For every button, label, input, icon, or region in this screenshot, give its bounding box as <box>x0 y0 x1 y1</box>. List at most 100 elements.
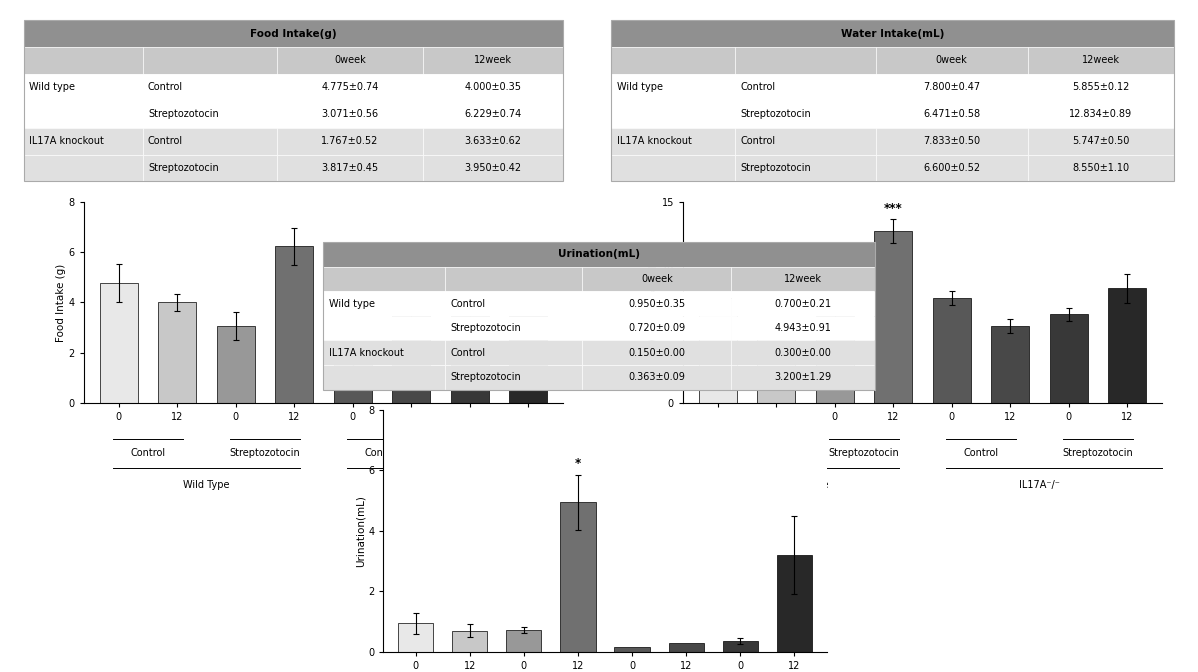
Bar <box>24 101 143 128</box>
Text: Food Intake(g): Food Intake(g) <box>250 29 337 38</box>
Bar <box>757 325 795 403</box>
Bar <box>615 647 649 652</box>
Bar <box>561 503 595 652</box>
Bar <box>731 291 875 316</box>
Bar <box>158 302 196 403</box>
Bar <box>876 74 1028 101</box>
Bar <box>876 128 1028 155</box>
Text: 8.550±1.10: 8.550±1.10 <box>1072 163 1130 173</box>
Text: 0.300±0.00: 0.300±0.00 <box>774 348 831 358</box>
Bar <box>816 317 854 403</box>
Bar <box>1028 128 1174 155</box>
Text: IL17A knockout: IL17A knockout <box>617 136 691 146</box>
Bar <box>731 316 875 341</box>
Bar <box>611 101 734 128</box>
Text: 5.855±0.12: 5.855±0.12 <box>1072 83 1130 92</box>
Bar <box>24 47 143 74</box>
Text: Streptozotocin: Streptozotocin <box>450 323 521 333</box>
Text: 3.200±1.29: 3.200±1.29 <box>774 372 831 382</box>
Bar <box>776 555 812 652</box>
Bar <box>444 316 582 341</box>
Bar <box>731 365 875 390</box>
Bar <box>423 101 563 128</box>
Text: Wild Type: Wild Type <box>782 480 829 490</box>
Text: 0.950±0.35: 0.950±0.35 <box>628 298 685 308</box>
Text: 6.471±0.58: 6.471±0.58 <box>924 110 980 119</box>
Text: *: * <box>575 457 581 470</box>
Text: 6.229±0.74: 6.229±0.74 <box>465 110 521 119</box>
Bar <box>734 101 876 128</box>
Bar <box>423 74 563 101</box>
Bar <box>876 101 1028 128</box>
Bar <box>1028 47 1174 74</box>
Bar <box>323 291 444 316</box>
Bar <box>933 298 970 403</box>
Bar <box>444 291 582 316</box>
Bar <box>217 326 255 403</box>
Bar <box>278 101 423 128</box>
Bar <box>507 630 541 652</box>
Text: Streptozotocin: Streptozotocin <box>450 372 521 382</box>
Bar <box>1028 155 1174 181</box>
Text: Streptozotocin: Streptozotocin <box>149 110 219 119</box>
Bar <box>734 155 876 181</box>
Bar <box>278 128 423 155</box>
Bar <box>444 365 582 390</box>
Bar <box>582 365 731 390</box>
Text: 3.817±0.45: 3.817±0.45 <box>321 163 379 173</box>
Text: Wild type: Wild type <box>329 298 375 308</box>
Text: 6.600±0.52: 6.600±0.52 <box>924 163 980 173</box>
Bar <box>582 291 731 316</box>
Text: Streptozotocin: Streptozotocin <box>1063 448 1133 458</box>
Bar <box>1049 314 1088 403</box>
Text: 0.700±0.21: 0.700±0.21 <box>774 298 831 308</box>
Text: Streptozotocin: Streptozotocin <box>829 448 900 458</box>
Text: IL17A⁻/⁻: IL17A⁻/⁻ <box>1019 480 1060 490</box>
Text: Control: Control <box>364 448 399 458</box>
Text: Streptozotocin: Streptozotocin <box>464 448 534 458</box>
Text: 5.747±0.50: 5.747±0.50 <box>1072 136 1130 146</box>
Bar <box>722 641 757 652</box>
Bar <box>611 155 734 181</box>
Text: 0.150±0.00: 0.150±0.00 <box>629 348 685 358</box>
Text: Control: Control <box>740 83 775 92</box>
Bar <box>276 246 313 403</box>
Bar <box>423 47 563 74</box>
Bar <box>875 230 912 403</box>
Bar <box>143 101 278 128</box>
Text: 12week: 12week <box>1082 56 1120 65</box>
Bar <box>876 155 1028 181</box>
Bar <box>143 155 278 181</box>
Text: Water Intake(mL): Water Intake(mL) <box>841 29 944 38</box>
Bar <box>24 20 563 47</box>
Y-axis label: Food Intake (g): Food Intake (g) <box>56 263 66 341</box>
Text: Control: Control <box>963 448 998 458</box>
Bar <box>323 267 444 291</box>
Bar <box>423 155 563 181</box>
Text: Streptozotocin: Streptozotocin <box>740 110 811 119</box>
Bar <box>323 316 444 341</box>
Text: 12week: 12week <box>474 56 512 65</box>
Text: 4.943±0.91: 4.943±0.91 <box>774 323 831 333</box>
Bar <box>278 74 423 101</box>
Y-axis label: Water Intake(mL): Water Intake(mL) <box>648 257 659 347</box>
Bar <box>734 47 876 74</box>
Bar <box>24 128 143 155</box>
Text: ***: *** <box>884 202 902 215</box>
Bar <box>24 155 143 181</box>
Bar <box>323 365 444 390</box>
Bar <box>991 326 1029 403</box>
Bar <box>392 312 430 403</box>
Text: 7.800±0.47: 7.800±0.47 <box>924 83 980 92</box>
Bar <box>423 128 563 155</box>
Bar <box>450 307 489 403</box>
Text: 4.000±0.35: 4.000±0.35 <box>465 83 521 92</box>
Text: 4.775±0.74: 4.775±0.74 <box>321 83 379 92</box>
Bar <box>323 341 444 365</box>
Text: 0week: 0week <box>334 56 367 65</box>
Bar <box>323 242 875 267</box>
Bar <box>611 20 1174 47</box>
Bar <box>1028 74 1174 101</box>
Text: 0week: 0week <box>936 56 968 65</box>
Text: 1.767±0.52: 1.767±0.52 <box>321 136 379 146</box>
